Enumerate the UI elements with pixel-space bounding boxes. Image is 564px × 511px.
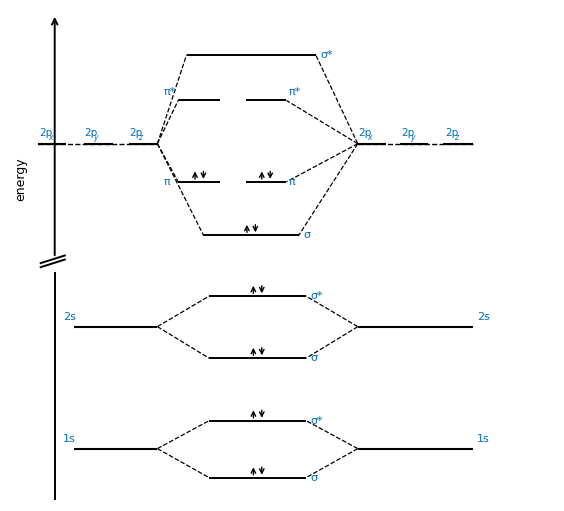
Text: π*: π* xyxy=(289,87,301,98)
Text: 1s: 1s xyxy=(477,433,490,444)
Text: σ: σ xyxy=(311,473,318,482)
Text: 2p: 2p xyxy=(39,128,52,137)
Text: x: x xyxy=(367,133,372,142)
Text: 2p: 2p xyxy=(129,128,143,137)
Text: z: z xyxy=(453,133,458,142)
Text: σ: σ xyxy=(303,230,310,240)
Text: π: π xyxy=(164,177,171,187)
Text: 2p: 2p xyxy=(358,128,372,137)
Text: π*: π* xyxy=(164,87,177,98)
Text: energy: energy xyxy=(15,157,28,201)
Text: 2p: 2p xyxy=(401,128,414,137)
Text: y: y xyxy=(410,133,415,142)
Text: 1s: 1s xyxy=(63,433,76,444)
Text: 2p: 2p xyxy=(85,128,98,137)
Text: 2s: 2s xyxy=(63,312,76,321)
Text: 2s: 2s xyxy=(477,312,490,321)
Text: σ*: σ* xyxy=(320,50,333,60)
Text: z: z xyxy=(138,133,142,142)
Text: 2p: 2p xyxy=(445,128,458,137)
Text: x: x xyxy=(48,133,52,142)
Text: y: y xyxy=(94,133,98,142)
Text: σ*: σ* xyxy=(311,415,323,426)
Text: σ*: σ* xyxy=(311,291,323,301)
Text: σ: σ xyxy=(311,353,318,363)
Text: π: π xyxy=(288,177,295,187)
